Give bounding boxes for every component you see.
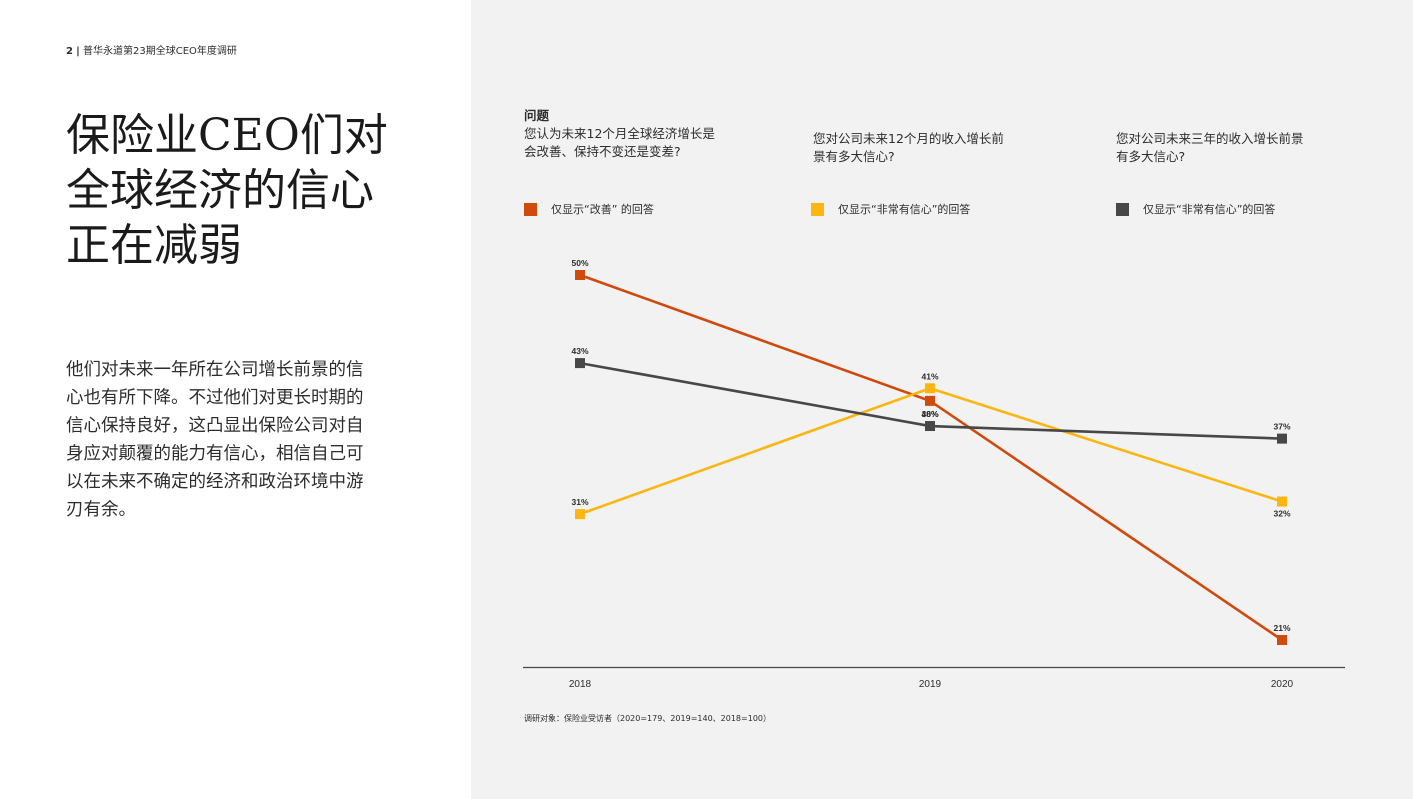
chart-panel [471,0,1413,799]
body-line: 以在未来不确定的经济和政治环境中游 [66,472,364,492]
data-label: 50% [571,258,588,268]
question-3-line: 有多大信心? [1116,149,1186,164]
x-tick-label: 2018 [569,679,592,690]
legend-swatch-yellow [811,202,824,216]
legend-swatch-orange [524,202,537,216]
title-line: 保险业CEO们对 [66,110,388,161]
footnote: 调研对象：保险业受访者（2020=179、2019=140、2018=100） [524,714,771,723]
legend-swatch-gray [1116,202,1129,216]
legend-label: 仅显示“非常有信心”的回答 [838,203,971,216]
data-point-marker [925,383,935,394]
question-1-line: 您认为未来12个月全球经济增长是 [524,126,715,141]
question-2-line: 您对公司未来12个月的收入增长前 [813,131,1004,146]
data-point-marker [575,509,585,520]
data-label: 43% [571,346,588,356]
title-line: 全球经济的信心 [66,165,374,216]
data-label: 41% [921,371,938,381]
data-point-marker [1277,433,1287,444]
body-line: 他们对未来一年所在公司增长前景的信 [66,360,364,380]
legend-label: 仅显示“非常有信心”的回答 [1143,203,1276,216]
series-line [579,386,1283,516]
question-2: 您对公司未来12个月的收入增长前 景有多大信心? [813,130,1004,166]
data-point-marker [575,358,585,369]
question-3-line: 您对公司未来三年的收入增长前景 [1116,131,1304,146]
data-label: 40% [921,409,938,419]
body-paragraph: 他们对未来一年所在公司增长前景的信 心也有所下降。不过他们对更长时期的 信心保持… [66,356,386,524]
left-panel: 2 | 普华永道第23期全球CEO年度调研 保险业CEO们对 全球经济的信心 正… [0,0,471,799]
question-2-line: 景有多大信心? [813,149,895,164]
data-point-marker [925,421,935,432]
legend-item-confident-12m: 仅显示“非常有信心”的回答 [811,201,970,217]
page-number: 2 [66,46,73,57]
page-title: 保险业CEO们对 全球经济的信心 正在减弱 [66,108,446,273]
series-line [579,273,1283,642]
legend-label: 仅显示“改善” 的回答 [551,203,654,216]
body-line: 信心保持良好，这凸显出保险公司对自 [66,416,364,436]
data-point-marker [1277,496,1287,507]
data-point-marker [1277,635,1287,645]
header-separator: | [76,46,80,57]
report-title: 普华永道第23期全球CEO年度调研 [83,46,237,57]
data-label: 32% [1273,509,1290,519]
data-label: 37% [1273,422,1290,432]
legend-item-improve: 仅显示“改善” 的回答 [524,201,654,217]
data-label: 31% [571,497,588,507]
legend-item-confident-3y: 仅显示“非常有信心”的回答 [1116,201,1275,217]
title-line: 正在减弱 [66,220,242,271]
body-line: 心也有所下降。不过他们对更长时期的 [66,388,364,408]
data-label: 38% [921,409,938,419]
question-3: 您对公司未来三年的收入增长前景 有多大信心? [1116,130,1304,166]
data-point-marker [575,270,585,280]
page-header: 2 | 普华永道第23期全球CEO年度调研 [66,42,237,57]
question-1-line: 会改善、保持不变还是变差? [524,144,681,159]
body-line: 身应对颠覆的能力有信心，相信自己可 [66,444,364,464]
data-label: 21% [1273,623,1290,633]
question-1: 问题 您认为未来12个月全球经济增长是 会改善、保持不变还是变差? [524,107,715,161]
x-tick-label: 2020 [1271,679,1294,690]
x-tick-label: 2019 [919,679,942,690]
body-line: 刃有余。 [66,500,136,520]
question-label: 问题 [524,108,550,123]
data-point-marker [925,395,935,406]
